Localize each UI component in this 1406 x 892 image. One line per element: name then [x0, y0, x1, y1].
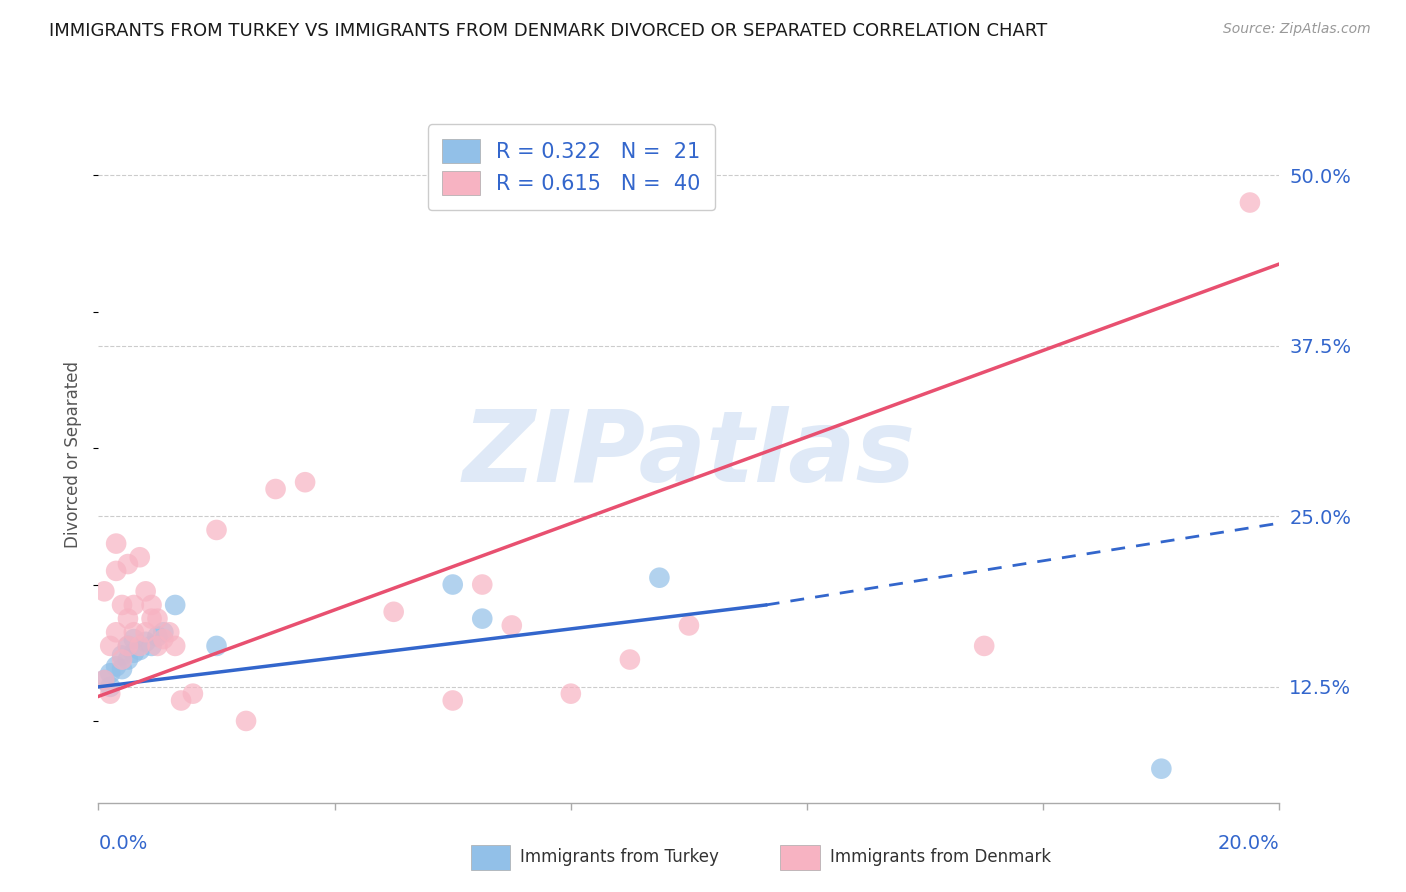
- Point: [111, 648, 134, 663]
- Point: [93, 673, 115, 687]
- Point: [619, 652, 641, 666]
- Point: [122, 632, 145, 646]
- Point: [117, 652, 139, 666]
- Point: [560, 687, 582, 701]
- Point: [165, 598, 187, 612]
- Point: [264, 482, 287, 496]
- Point: [141, 639, 163, 653]
- Point: [135, 584, 157, 599]
- Point: [117, 612, 139, 626]
- Text: 0.0%: 0.0%: [98, 834, 148, 853]
- Point: [117, 639, 139, 653]
- Point: [122, 598, 145, 612]
- Y-axis label: Divorced or Separated: Divorced or Separated: [65, 361, 83, 549]
- Point: [111, 652, 134, 666]
- Point: [152, 625, 174, 640]
- Point: [157, 625, 180, 640]
- Point: [135, 635, 157, 649]
- Point: [146, 629, 169, 643]
- Point: [135, 625, 157, 640]
- Point: [105, 625, 128, 640]
- Point: [111, 598, 134, 612]
- Point: [93, 673, 115, 687]
- Point: [105, 564, 128, 578]
- Point: [205, 523, 228, 537]
- Point: [128, 639, 150, 653]
- Point: [117, 557, 139, 571]
- Point: [105, 659, 128, 673]
- Point: [170, 693, 193, 707]
- Point: [141, 612, 163, 626]
- Point: [205, 639, 228, 653]
- Point: [98, 666, 121, 681]
- Point: [973, 639, 995, 653]
- Point: [648, 571, 671, 585]
- Point: [117, 639, 139, 653]
- Point: [98, 687, 121, 701]
- Point: [441, 577, 464, 591]
- Point: [122, 625, 145, 640]
- Text: 20.0%: 20.0%: [1218, 834, 1279, 853]
- Point: [98, 680, 121, 694]
- Text: Immigrants from Denmark: Immigrants from Denmark: [830, 848, 1050, 866]
- Point: [1239, 195, 1261, 210]
- Point: [501, 618, 523, 632]
- Point: [441, 693, 464, 707]
- Point: [1150, 762, 1173, 776]
- Legend: R = 0.322   N =  21, R = 0.615   N =  40: R = 0.322 N = 21, R = 0.615 N = 40: [427, 124, 716, 210]
- Point: [128, 643, 150, 657]
- Point: [128, 550, 150, 565]
- Point: [181, 687, 204, 701]
- Point: [165, 639, 187, 653]
- Point: [294, 475, 316, 490]
- Point: [111, 662, 134, 676]
- Point: [235, 714, 257, 728]
- Point: [146, 612, 169, 626]
- Point: [471, 612, 494, 626]
- Point: [105, 536, 128, 550]
- Point: [146, 639, 169, 653]
- Text: IMMIGRANTS FROM TURKEY VS IMMIGRANTS FROM DENMARK DIVORCED OR SEPARATED CORRELAT: IMMIGRANTS FROM TURKEY VS IMMIGRANTS FRO…: [49, 22, 1047, 40]
- Text: Source: ZipAtlas.com: Source: ZipAtlas.com: [1223, 22, 1371, 37]
- Point: [141, 598, 163, 612]
- Point: [152, 632, 174, 646]
- Text: ZIPatlas: ZIPatlas: [463, 407, 915, 503]
- Point: [471, 577, 494, 591]
- Point: [382, 605, 405, 619]
- Text: Immigrants from Turkey: Immigrants from Turkey: [520, 848, 718, 866]
- Point: [678, 618, 700, 632]
- Point: [98, 639, 121, 653]
- Point: [93, 584, 115, 599]
- Point: [122, 646, 145, 660]
